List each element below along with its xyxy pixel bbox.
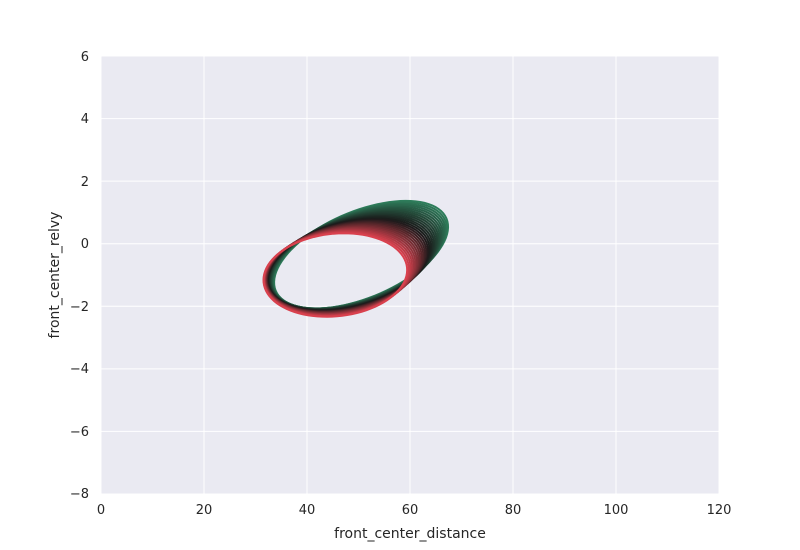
y-tick-label: −6 — [70, 425, 89, 440]
trajectory-series — [262, 199, 450, 318]
x-tick-label: 40 — [299, 503, 316, 518]
x-tick-label: 100 — [604, 503, 629, 518]
y-axis-label: front_center_relvy — [47, 212, 63, 339]
x-tick-labels: 0 20 40 60 80 100 120 — [97, 503, 732, 518]
y-tick-label: 2 — [81, 175, 89, 190]
x-tick-label: 80 — [505, 503, 522, 518]
y-tick-label: −2 — [70, 300, 89, 315]
y-tick-label: 4 — [81, 112, 89, 127]
y-tick-label: 6 — [81, 50, 89, 65]
x-axis-label: front_center_distance — [334, 526, 486, 542]
y-tick-labels: 6 4 2 0 −2 −4 −6 −8 — [70, 50, 89, 502]
x-tick-label: 0 — [97, 503, 105, 518]
trajectory-loop — [262, 232, 409, 318]
x-tick-label: 120 — [707, 503, 732, 518]
x-tick-label: 60 — [402, 503, 419, 518]
y-tick-label: −8 — [70, 487, 89, 502]
x-tick-label: 20 — [196, 503, 213, 518]
y-tick-label: −4 — [70, 362, 89, 377]
grid-lines — [100, 55, 720, 495]
y-tick-label: 0 — [81, 237, 89, 252]
